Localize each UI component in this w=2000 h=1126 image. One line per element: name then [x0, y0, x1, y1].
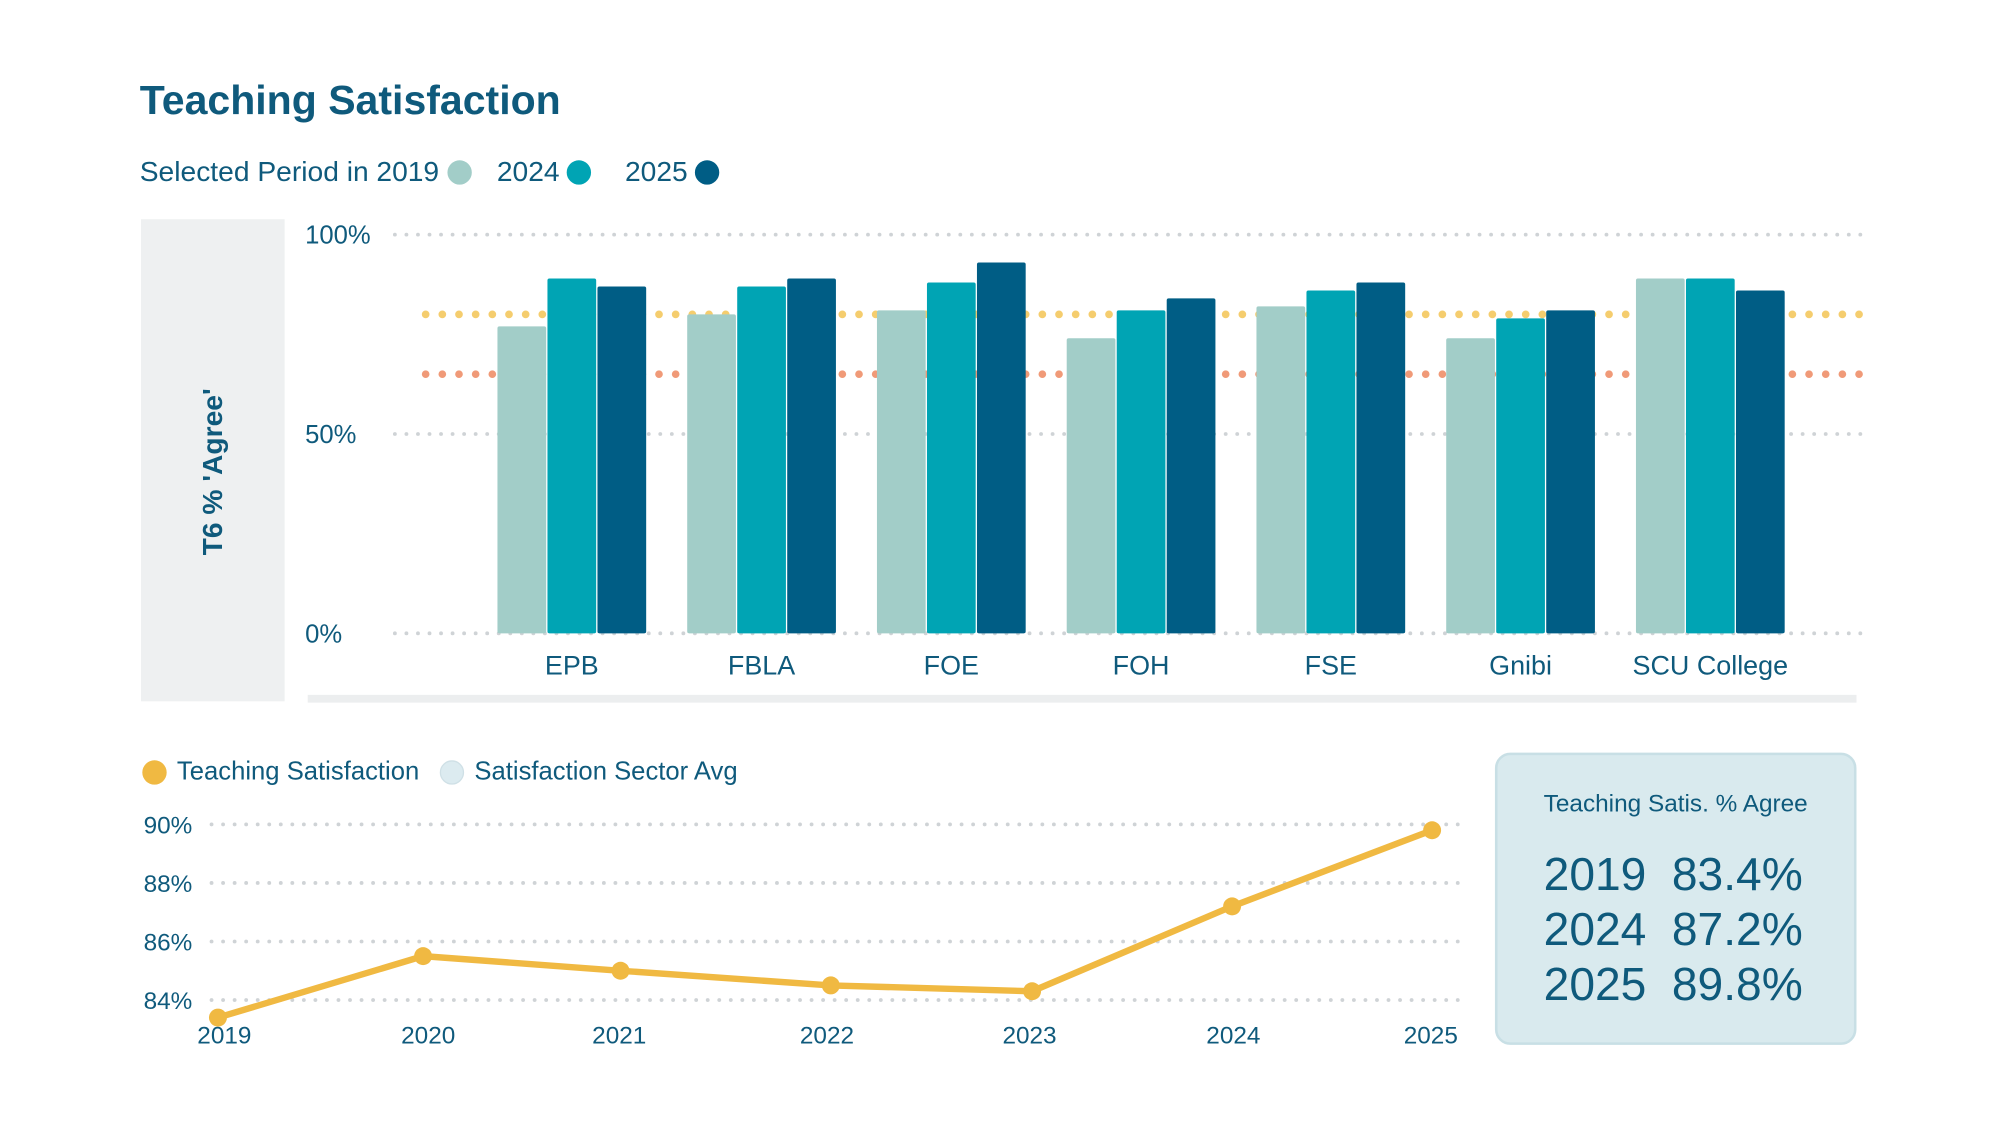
bar-2025 — [787, 278, 836, 634]
summary-value: 83.4% — [1671, 847, 1803, 901]
y-tick-label: 88% — [144, 871, 193, 898]
data-point — [821, 976, 840, 995]
bar-2024 — [1306, 290, 1356, 634]
bar-2024 — [926, 282, 976, 634]
bar-2025 — [1735, 290, 1785, 634]
bar-2019 — [497, 326, 547, 634]
summary-value: 89.8% — [1671, 957, 1803, 1011]
line-chart: 84% 86% 88% 90% 2019 2020 2021 2022 2023 2024 2025 — [144, 812, 1467, 1050]
summary-row: 2024 87.2% — [1544, 903, 1803, 957]
x-tick-label: FSE — [1305, 650, 1357, 680]
legend-swatch-sector — [439, 760, 465, 785]
bar-2024 — [737, 286, 786, 634]
data-point — [1023, 982, 1042, 1001]
legend-label-2024: 2024 — [496, 155, 560, 188]
bar-2025 — [1356, 282, 1406, 634]
y-tick-label: 90% — [144, 812, 193, 839]
y-tick-label: 84% — [144, 988, 193, 1015]
y-tick-label: 86% — [144, 929, 193, 956]
x-tick-label: 2022 — [800, 1023, 854, 1050]
bar-2025 — [976, 262, 1026, 634]
legend-swatch-2024 — [567, 159, 592, 184]
summary-year: 2025 — [1543, 957, 1647, 1011]
page-title: Teaching Satisfaction — [139, 76, 561, 124]
x-tick-label: 2019 — [197, 1023, 251, 1050]
summary-value: 87.2% — [1671, 902, 1803, 956]
summary-year: 2024 — [1543, 902, 1647, 956]
x-tick-label: 2020 — [401, 1023, 455, 1050]
x-tick-label: 2021 — [592, 1023, 646, 1050]
bar-2025 — [597, 286, 647, 634]
bar-2019 — [1066, 338, 1116, 634]
bar-2019 — [1446, 338, 1495, 634]
bar-2024 — [1496, 318, 1545, 634]
legend-swatch-2025 — [695, 159, 720, 184]
legend-label-2019: 2019 — [376, 155, 440, 188]
summary-title: Teaching Satis. % Agree — [1543, 791, 1808, 818]
x-tick-label: FOH — [1113, 650, 1170, 680]
x-tick-label: 2025 — [1404, 1023, 1458, 1050]
bar-chart: 0% 50% 100% EPB FBLA FOE FOH FSE Gnibi SCU Colleg… — [305, 222, 1866, 703]
x-tick-label: 2024 — [1206, 1023, 1260, 1050]
summary-row: 2025 89.8% — [1544, 958, 1803, 1012]
data-point — [611, 961, 630, 980]
legend-label-sector: Satisfaction Sector Avg — [474, 757, 738, 786]
summary-year: 2019 — [1543, 847, 1647, 901]
bar-2019 — [1635, 278, 1685, 634]
legend-prefix: Selected Period in — [139, 155, 369, 188]
bar-legend: Selected Period in 2019 2024 2025 — [140, 155, 746, 188]
data-point — [208, 1008, 227, 1027]
y-tick-label: 100% — [305, 222, 371, 250]
legend-swatch-2019 — [446, 159, 472, 184]
data-point — [1423, 821, 1442, 840]
data-point — [414, 947, 433, 966]
bar-2024 — [1116, 310, 1166, 634]
line-legend: Teaching Satisfaction Satisfaction Secto… — [142, 757, 738, 787]
x-tick-label: FOE — [924, 650, 979, 680]
bar-2024 — [547, 278, 597, 634]
bar-2025 — [1546, 310, 1595, 634]
legend-swatch-teaching — [142, 760, 167, 785]
bar-2019 — [876, 310, 926, 634]
y-tick-label: 0% — [305, 620, 342, 648]
y-tick-label: 50% — [305, 421, 356, 449]
bar-2019 — [1256, 306, 1306, 634]
x-tick-label: SCU College — [1633, 650, 1789, 680]
data-point — [1223, 897, 1242, 916]
y-axis-panel — [141, 219, 285, 702]
x-tick-label: Gnibi — [1489, 650, 1552, 680]
x-tick-label: EPB — [545, 650, 599, 680]
legend-label-2025: 2025 — [624, 155, 688, 188]
bar-2025 — [1166, 298, 1216, 634]
summary-row: 2019 83.4% — [1544, 847, 1803, 901]
summary-card: Teaching Satis. % Agree 2019 83.4% 2024 87… — [1494, 752, 1857, 1045]
bar-2024 — [1685, 278, 1735, 634]
x-tick-label: FBLA — [728, 650, 795, 680]
legend-label-teaching: Teaching Satisfaction — [176, 757, 420, 786]
x-tick-label: 2023 — [1002, 1023, 1056, 1050]
bar-2019 — [687, 314, 736, 634]
